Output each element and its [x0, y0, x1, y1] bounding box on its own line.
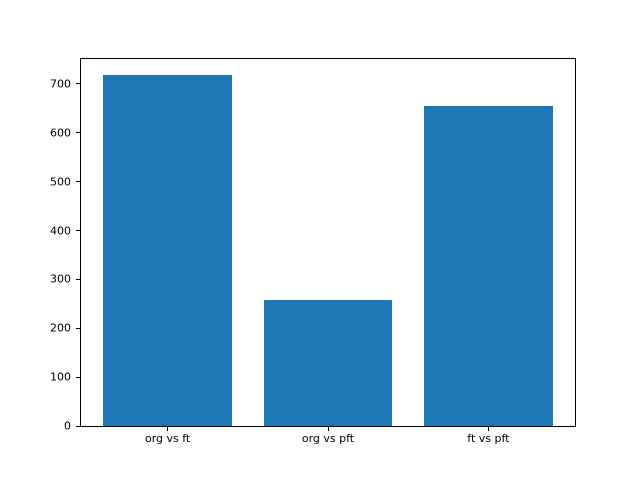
x-tick-mark [487, 427, 489, 431]
bar-ft-vs-pft [424, 105, 553, 426]
y-tick-label: 300 [50, 272, 71, 286]
y-tick-mark [76, 181, 80, 183]
y-tick-label: 700 [50, 77, 71, 91]
y-tick-label: 0 [64, 419, 71, 433]
y-tick-mark [76, 230, 80, 232]
y-tick-mark [76, 278, 80, 280]
y-tick-mark [76, 132, 80, 134]
plot-area: org vs ft org vs pft ft vs pft 0 100 200 300 40… [50, 58, 576, 444]
x-tick-label: org vs ft [144, 432, 191, 445]
x-tick-mark [327, 427, 329, 431]
y-tick-label: 600 [50, 126, 71, 140]
bar-org-vs-ft [103, 75, 232, 426]
bar-org-vs-pft [263, 300, 393, 426]
y-tick-label: 100 [50, 370, 71, 384]
y-tick-mark [76, 327, 80, 329]
y-tick-mark [76, 425, 80, 427]
y-tick-label: 500 [50, 175, 71, 189]
x-tick-label: org vs pft [301, 432, 355, 445]
y-tick-mark [76, 376, 80, 378]
y-tick-label: 400 [50, 224, 71, 238]
y-tick-label: 200 [50, 321, 71, 335]
x-tick-mark [167, 427, 169, 431]
x-tick-label: ft vs pft [467, 432, 510, 445]
y-tick-mark [76, 83, 80, 85]
